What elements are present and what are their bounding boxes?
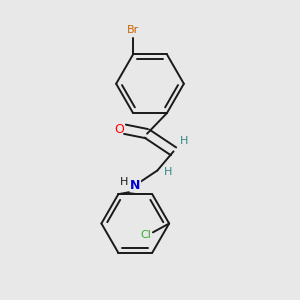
Text: Br: Br	[127, 25, 139, 35]
Text: N: N	[130, 179, 140, 192]
Text: H: H	[180, 136, 188, 146]
Text: H: H	[164, 167, 172, 177]
Text: Cl: Cl	[141, 230, 152, 240]
Text: O: O	[115, 123, 124, 136]
Text: H: H	[119, 177, 128, 187]
